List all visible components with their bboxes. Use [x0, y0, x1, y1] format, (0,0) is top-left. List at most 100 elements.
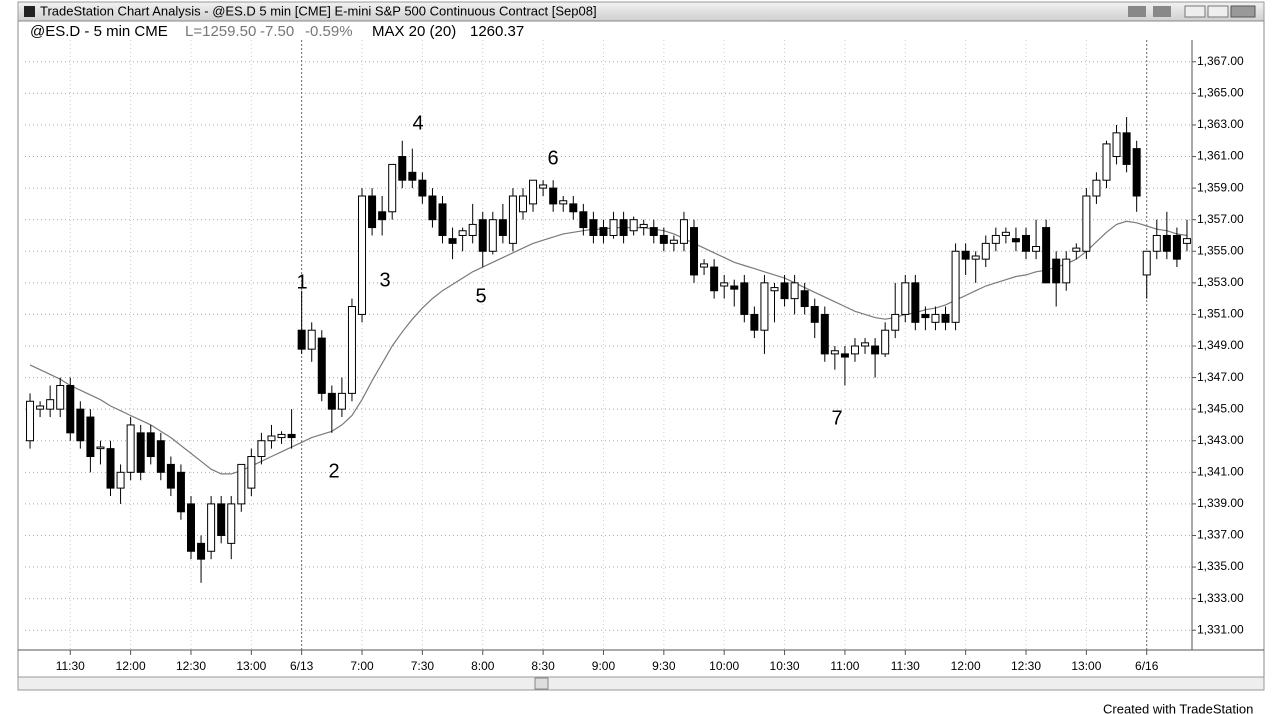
annotation: 1 — [296, 271, 307, 293]
x-tick-label: 12:30 — [1011, 659, 1041, 673]
moving-average — [29, 220, 1188, 475]
candle-body — [388, 163, 397, 213]
header-text: @ES.D - 5 min CME — [30, 23, 168, 40]
y-tick-label: 1,367.00 — [1197, 54, 1244, 68]
candle-body — [1052, 258, 1061, 284]
candle-body — [679, 219, 688, 244]
candle-body — [126, 424, 135, 473]
maximize-button[interactable] — [1207, 5, 1229, 18]
close-button[interactable] — [1230, 5, 1256, 18]
y-tick-label: 1,363.00 — [1197, 117, 1244, 131]
candle-body — [981, 242, 990, 260]
y-tick-label: 1,355.00 — [1197, 243, 1244, 257]
candle-body — [66, 384, 75, 434]
y-tick-label: 1,349.00 — [1197, 338, 1244, 352]
candle-body — [1001, 231, 1010, 236]
candle-body — [579, 211, 588, 229]
minimize-button[interactable] — [1184, 5, 1206, 18]
candle-body — [478, 219, 487, 252]
candle-body — [307, 329, 316, 350]
annotation: 6 — [547, 147, 558, 169]
candle-body — [911, 282, 920, 323]
candle-body — [1072, 247, 1081, 252]
window-button[interactable] — [1153, 6, 1171, 17]
x-tick-label: 8:30 — [531, 659, 555, 673]
y-tick-label: 1,337.00 — [1197, 528, 1244, 542]
annotation: 7 — [831, 407, 842, 429]
candle-body — [217, 503, 226, 536]
candle-body — [1102, 143, 1111, 181]
y-tick-label: 1,345.00 — [1197, 401, 1244, 415]
candle-body — [830, 350, 839, 355]
candle-body — [56, 384, 65, 410]
candle-body — [961, 250, 970, 260]
x-tick-label: 7:30 — [411, 659, 435, 673]
y-tick-label: 1,341.00 — [1197, 464, 1244, 478]
y-tick-label: 1,335.00 — [1197, 559, 1244, 573]
candle-body — [589, 219, 598, 236]
candle-body — [398, 156, 407, 181]
candle-body — [1092, 179, 1101, 197]
ma-name: MAX 20 (20) — [372, 23, 456, 40]
candle-body — [358, 195, 367, 315]
candle-body — [659, 234, 668, 244]
candle-body — [508, 195, 517, 244]
candle-body — [176, 471, 185, 513]
y-tick-label: 1,353.00 — [1197, 275, 1244, 289]
candle-body — [86, 416, 95, 458]
candle-body — [700, 263, 709, 268]
candle-body — [207, 503, 216, 552]
scroll-thumb[interactable] — [534, 677, 549, 690]
candle-body — [690, 227, 699, 276]
candle-body — [760, 282, 769, 331]
candle-body — [418, 179, 427, 197]
y-tick-label: 1,339.00 — [1197, 496, 1244, 510]
x-tick-label: 9:00 — [592, 659, 616, 673]
candle-body — [156, 440, 165, 473]
annotation: 5 — [475, 285, 486, 307]
candle-body — [921, 313, 930, 319]
candle-body — [1042, 227, 1051, 284]
window-button[interactable] — [1128, 6, 1146, 17]
candle-body — [1011, 238, 1020, 243]
candle-body — [730, 285, 739, 290]
candle-body — [197, 542, 206, 560]
candle-body — [448, 238, 457, 244]
candle-body — [750, 313, 759, 331]
x-tick-label: 12:30 — [176, 659, 206, 673]
candle-body — [559, 200, 568, 205]
candle-body — [1182, 238, 1191, 244]
candle-body — [1032, 246, 1041, 252]
x-tick-label: 13:00 — [236, 659, 266, 673]
candle-body — [619, 219, 628, 236]
candle-body — [317, 337, 326, 394]
header-text: -0.59% — [305, 23, 353, 40]
y-tick-label: 1,351.00 — [1197, 307, 1244, 321]
candle-body — [720, 282, 729, 287]
candle-body — [539, 184, 548, 189]
candle-body — [639, 223, 648, 229]
candle-body — [951, 250, 960, 323]
footer: Created with TradeStation — [1103, 701, 1253, 714]
annotation: 2 — [328, 460, 339, 482]
candle-body — [136, 432, 145, 473]
candle-body — [820, 313, 829, 355]
candle-body — [368, 195, 377, 229]
candle-body — [26, 400, 35, 442]
x-tick-label: 7:00 — [350, 659, 374, 673]
window-title: TradeStation Chart Analysis - @ES.D 5 mi… — [40, 3, 597, 18]
candle-body — [1022, 234, 1031, 252]
x-tick-label: 10:30 — [770, 659, 800, 673]
candle-body — [337, 392, 346, 410]
candle-body — [237, 463, 246, 505]
x-tick-label: 11:30 — [891, 659, 920, 673]
candle-body — [850, 345, 859, 355]
x-tick-label: 12:00 — [116, 659, 146, 673]
candle-body — [247, 456, 256, 489]
candle-body — [871, 345, 880, 355]
candle-body — [227, 503, 236, 544]
scrollbar[interactable] — [17, 676, 1265, 691]
header-text: -7.50 — [260, 23, 294, 40]
y-tick-label: 1,365.00 — [1197, 86, 1244, 100]
